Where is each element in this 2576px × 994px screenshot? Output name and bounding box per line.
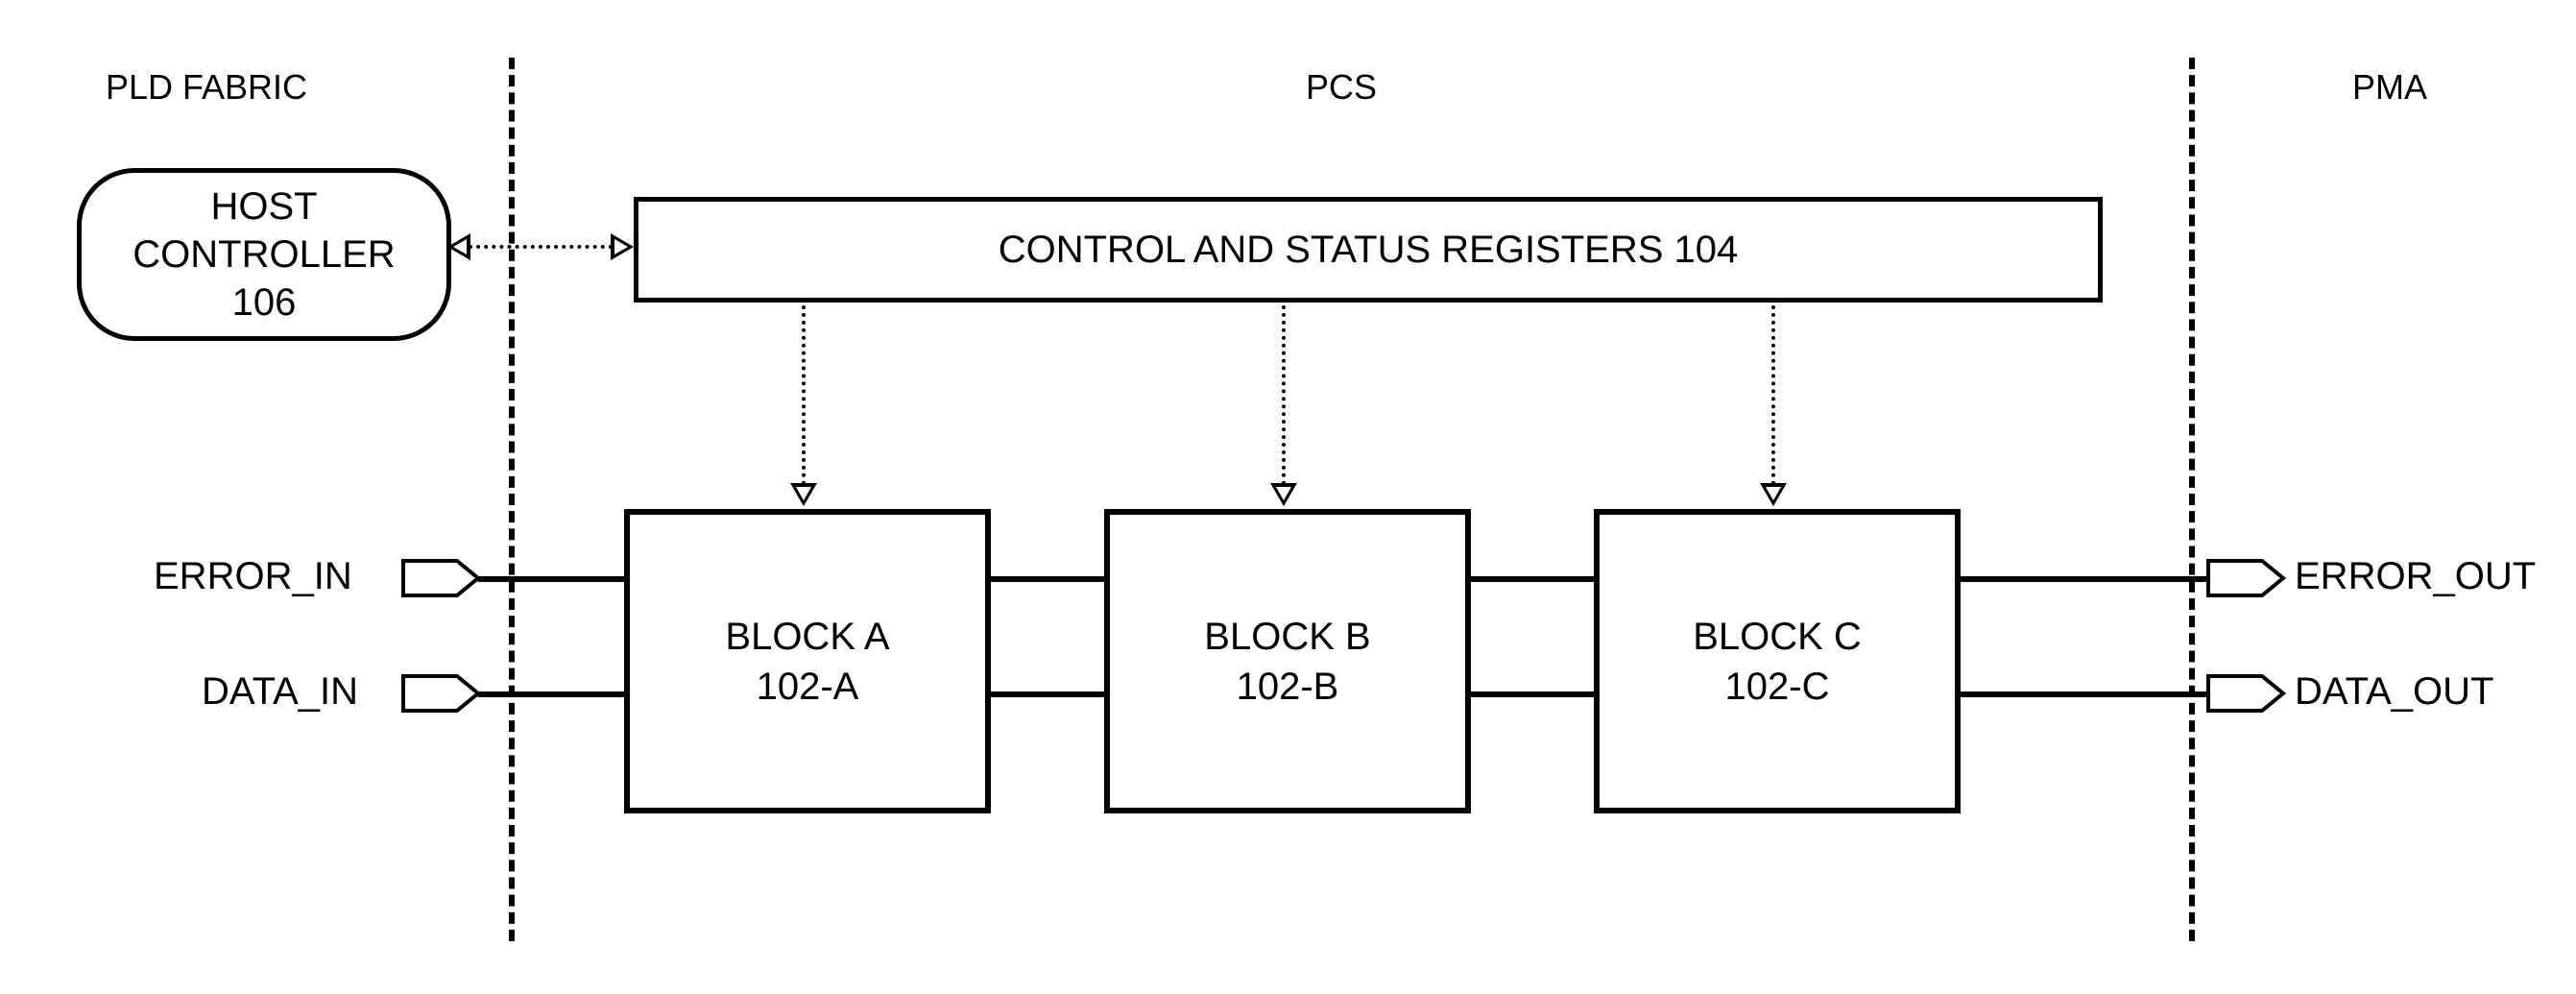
port-error-out-label: ERROR_OUT <box>2295 555 2536 598</box>
port-data-out-label: DATA_OUT <box>2295 670 2493 714</box>
divider-left <box>509 58 515 941</box>
edge-csr-blockB <box>1282 298 1286 485</box>
wire-error-out <box>1955 576 2208 582</box>
block-a-node: BLOCK A 102-A <box>624 509 991 813</box>
wire-bc-bottom <box>1465 691 1594 697</box>
arrowhead-csr-blockC <box>1760 483 1787 506</box>
host-line3: 106 <box>82 279 446 327</box>
arrowhead-host-csr-left <box>447 233 470 260</box>
block-b-line1: BLOCK B <box>1110 612 1465 662</box>
wire-ab-bottom <box>985 691 1104 697</box>
host-line2: CONTROLLER <box>82 230 446 279</box>
csr-label: CONTROL AND STATUS REGISTERS 104 <box>999 229 1739 272</box>
divider-right <box>2189 58 2195 941</box>
edge-csr-blockC <box>1771 298 1775 485</box>
diagram-canvas: PLD FABRIC PCS PMA HOST CONTROLLER 106 C… <box>0 0 2576 994</box>
wire-bc-top <box>1465 576 1594 582</box>
edge-csr-blockA <box>802 298 806 485</box>
host-line1: HOST <box>82 182 446 230</box>
region-label-left: PLD FABRIC <box>106 67 307 108</box>
wire-data-in <box>478 691 624 697</box>
block-c-node: BLOCK C 102-C <box>1594 509 1961 813</box>
block-c-line1: BLOCK C <box>1600 612 1955 662</box>
block-c-line2: 102-C <box>1600 662 1955 712</box>
arrowhead-csr-blockB <box>1270 483 1297 506</box>
wire-data-out <box>1955 691 2208 697</box>
wire-ab-top <box>985 576 1104 582</box>
port-error-in-label: ERROR_IN <box>154 555 352 598</box>
region-label-center: PCS <box>1306 67 1377 108</box>
wire-error-in <box>478 576 624 582</box>
port-data-out-shape <box>2206 674 2288 713</box>
arrowhead-host-csr-right <box>611 233 634 260</box>
csr-node: CONTROL AND STATUS REGISTERS 104 <box>634 197 2103 303</box>
port-data-in-shape <box>401 674 483 713</box>
port-error-out-shape <box>2206 559 2288 597</box>
edge-host-csr <box>469 245 613 249</box>
arrowhead-csr-blockA <box>790 483 817 506</box>
block-a-line2: 102-A <box>630 662 985 712</box>
host-controller-node: HOST CONTROLLER 106 <box>77 168 451 341</box>
port-data-in-label: DATA_IN <box>202 670 358 714</box>
block-a-line1: BLOCK A <box>630 612 985 662</box>
port-error-in-shape <box>401 559 483 597</box>
block-b-line2: 102-B <box>1110 662 1465 712</box>
region-label-right: PMA <box>2352 67 2427 108</box>
block-b-node: BLOCK B 102-B <box>1104 509 1471 813</box>
